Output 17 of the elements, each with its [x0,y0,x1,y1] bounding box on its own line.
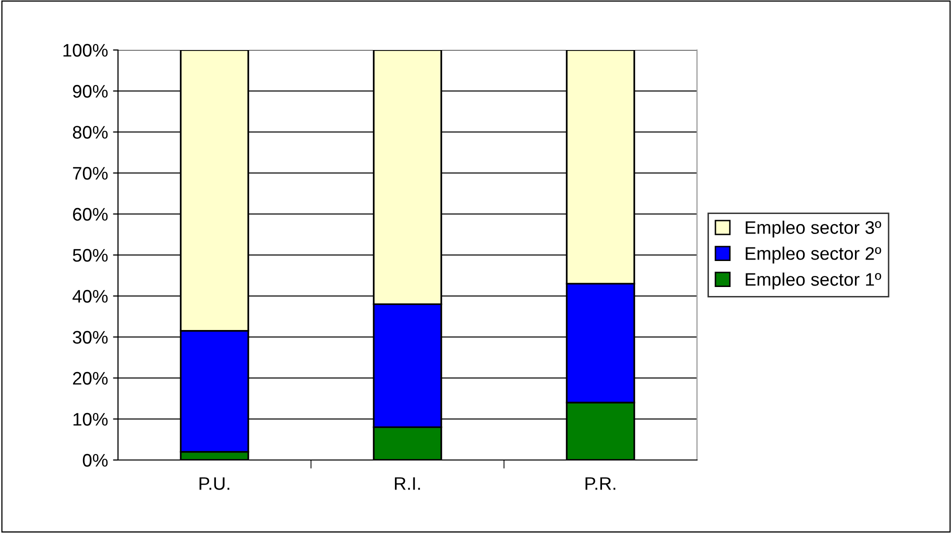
y-tick-label: 70% [73,166,108,180]
y-tick-label: 0% [82,454,108,467]
x-tick-label: P.U. [200,477,230,490]
y-tick-label: 20% [73,372,108,385]
y-tick-label: 10% [74,412,108,426]
y-tick-label: 40% [72,290,108,303]
y-tick-label: 50% [72,248,108,262]
x-tick-label: P.R. [586,477,616,490]
legend-label: Empleo sector 2º [746,246,882,264]
y-tick-label: 30% [72,330,108,344]
legend-label: Empleo sector 3º [746,220,882,238]
y-tick-label: 80% [72,126,108,139]
x-tick-label: R.I. [394,477,420,490]
legend-label: Empleo sector 1º [746,272,882,290]
y-tick-label: 60% [73,208,108,221]
y-tick-label: 100% [63,44,108,57]
y-tick-label: 90% [72,84,108,98]
